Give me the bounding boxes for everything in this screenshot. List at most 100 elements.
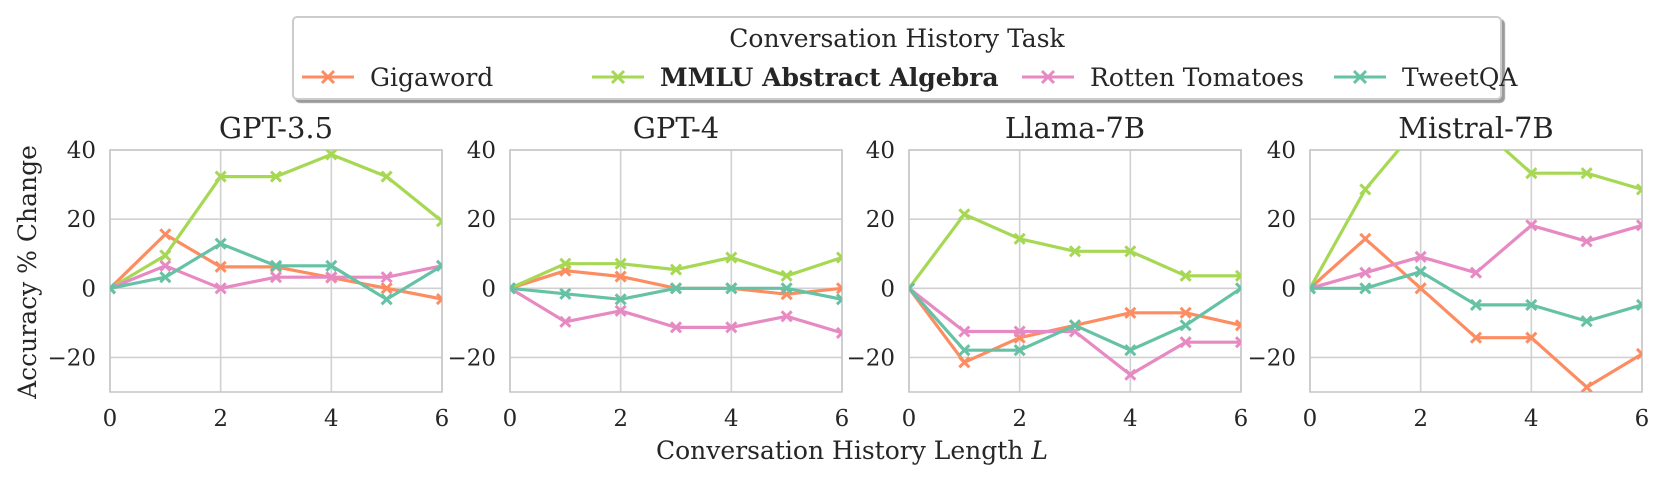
data-point-mmlu-abstract-algebra: [669, 263, 683, 276]
x-tick-label: 6: [1234, 406, 1249, 432]
data-point-rotten-tomatoes: [159, 259, 172, 272]
legend-label-mmlu: MMLU Abstract Algebra: [660, 62, 999, 92]
panel-mistral-7b: Mistral-7B 0 2 4 6 −20 0 20 40: [1247, 111, 1649, 432]
legend-line-gigaword-icon: [302, 69, 354, 85]
data-point-tweetqa: [1310, 282, 1317, 295]
panel-gpt-3-5: GPT-3.5 0 2 4 6 −20 0 20 40: [47, 111, 449, 432]
data-point-mmlu-abstract-algebra: [159, 249, 172, 262]
panel-gpt-4: GPT-4 0 2 4 6 −20 0 20 40: [447, 111, 849, 432]
data-point-gigaword: [958, 356, 971, 369]
data-point-rotten-tomatoes: [1359, 266, 1372, 279]
x-tick-label: 2: [613, 406, 628, 432]
data-point-gigaword: [1469, 331, 1483, 344]
series-line-gigaword: [1310, 237, 1642, 389]
legend-label-tweetqa: TweetQA: [1402, 62, 1518, 92]
data-point-rotten-tomatoes: [1580, 235, 1593, 248]
data-point-mmlu-abstract-algebra: [435, 215, 442, 228]
plot-frame: [1309, 149, 1643, 393]
data-point-tweetqa: [159, 271, 172, 284]
data-point-tweetqa: [725, 282, 738, 295]
data-point-rotten-tomatoes: [614, 304, 627, 317]
legend-title: Conversation History Task: [729, 24, 1065, 53]
data-point-mmlu-abstract-algebra: [1359, 183, 1372, 196]
data-point-mmlu-abstract-algebra: [1179, 269, 1192, 282]
data-point-tweetqa: [1525, 298, 1538, 311]
data-point-tweetqa: [1359, 282, 1372, 295]
data-point-rotten-tomatoes: [958, 325, 971, 338]
data-point-gigaword: [1525, 331, 1538, 344]
data-point-gigaword: [435, 292, 442, 306]
data-point-mmlu-abstract-algebra: [1525, 167, 1538, 180]
panel-title: Mistral-7B: [1398, 111, 1554, 145]
data-point-tweetqa: [214, 237, 227, 250]
x-tick-label: 0: [1303, 406, 1318, 432]
data-point-tweetqa: [780, 282, 793, 295]
data-point-gigaword: [614, 270, 627, 283]
y-tick-label: 0: [880, 276, 895, 302]
series-line-mmlu-abstract-algebra: [1310, 150, 1642, 290]
data-point-mmlu-abstract-algebra: [380, 170, 393, 183]
y-tick-label: 0: [1281, 276, 1296, 302]
data-point-mmlu-abstract-algebra: [725, 251, 738, 264]
data-point-mmlu-abstract-algebra: [780, 269, 793, 282]
data-point-tweetqa: [1414, 265, 1427, 278]
data-point-tweetqa: [614, 293, 627, 306]
data-point-mmlu-abstract-algebra: [1124, 245, 1137, 258]
legend-item-mmlu: MMLU Abstract Algebra: [590, 62, 999, 92]
y-tick-label: 40: [1267, 138, 1296, 164]
data-point-rotten-tomatoes: [1414, 250, 1427, 263]
data-point-tweetqa: [1124, 344, 1137, 357]
data-point-rotten-tomatoes: [1469, 266, 1483, 279]
data-point-mmlu-abstract-algebra: [1580, 167, 1593, 180]
y-tick-label: 0: [481, 276, 496, 302]
data-point-tweetqa: [958, 344, 971, 357]
data-point-gigaword: [1179, 306, 1192, 319]
x-tick-label: 6: [1635, 406, 1650, 432]
data-point-tweetqa: [1179, 319, 1192, 332]
series-group: [909, 208, 1241, 381]
y-tick-label: 0: [81, 276, 96, 302]
data-point-mmlu-abstract-algebra: [1013, 232, 1026, 245]
series-group: [510, 251, 842, 339]
series-group: [1310, 150, 1642, 392]
data-point-rotten-tomatoes: [380, 271, 393, 284]
data-point-rotten-tomatoes: [835, 326, 842, 339]
data-point-tweetqa: [435, 259, 442, 272]
y-tick-label: 20: [467, 207, 496, 233]
data-point-rotten-tomatoes: [1013, 325, 1026, 338]
y-tick-label: 40: [467, 138, 496, 164]
legend-line-tweetqa-icon: [1334, 69, 1386, 85]
y-tick-label: −20: [846, 345, 895, 371]
data-point-mmlu-abstract-algebra: [559, 257, 572, 270]
x-tick-label: 6: [435, 406, 450, 432]
data-point-rotten-tomatoes: [1234, 336, 1241, 349]
data-point-rotten-tomatoes: [559, 315, 572, 328]
x-tick-label: 0: [103, 406, 118, 432]
plot-frame: [109, 149, 443, 393]
y-tick-label: −20: [47, 345, 96, 371]
data-point-rotten-tomatoes: [214, 282, 227, 295]
y-tick-label: 20: [67, 207, 96, 233]
data-point-gigaword: [159, 228, 172, 241]
panel-title: GPT-3.5: [219, 111, 333, 145]
plot-frame: [509, 149, 843, 393]
y-tick-label: −20: [447, 345, 496, 371]
y-tick-label: 40: [67, 138, 96, 164]
data-point-tweetqa: [1580, 315, 1593, 328]
data-point-rotten-tomatoes: [725, 321, 738, 334]
y-axis-label: Accuracy % Change: [13, 145, 42, 400]
data-point-mmlu-abstract-algebra: [214, 170, 227, 183]
data-point-tweetqa: [510, 282, 517, 295]
legend-line-mmlu-icon: [592, 69, 644, 85]
legend: Conversation History Task Gigaword MMLU …: [292, 16, 1517, 100]
x-tick-label: 2: [213, 406, 228, 432]
data-point-gigaword: [1234, 319, 1241, 332]
x-tick-label: 4: [324, 406, 339, 432]
plot-frame: [908, 149, 1242, 393]
data-point-rotten-tomatoes: [1124, 368, 1137, 381]
data-point-gigaword: [1580, 381, 1593, 392]
x-tick-label: 4: [1123, 406, 1138, 432]
data-point-mmlu-abstract-algebra: [835, 251, 842, 264]
data-point-rotten-tomatoes: [325, 271, 338, 284]
